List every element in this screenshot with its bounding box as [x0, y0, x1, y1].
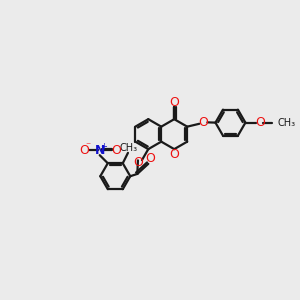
Text: CH₃: CH₃ — [120, 143, 138, 153]
Text: O: O — [111, 144, 121, 157]
Text: O: O — [255, 116, 265, 129]
Text: O: O — [198, 116, 208, 129]
Text: O: O — [169, 96, 179, 109]
Text: O: O — [133, 157, 143, 169]
Text: +: + — [100, 142, 107, 151]
Text: O: O — [169, 148, 179, 161]
Text: ⁻: ⁻ — [85, 141, 90, 151]
Text: O: O — [79, 144, 89, 157]
Text: N: N — [95, 144, 105, 157]
Text: CH₃: CH₃ — [277, 118, 295, 128]
Text: O: O — [146, 152, 155, 165]
